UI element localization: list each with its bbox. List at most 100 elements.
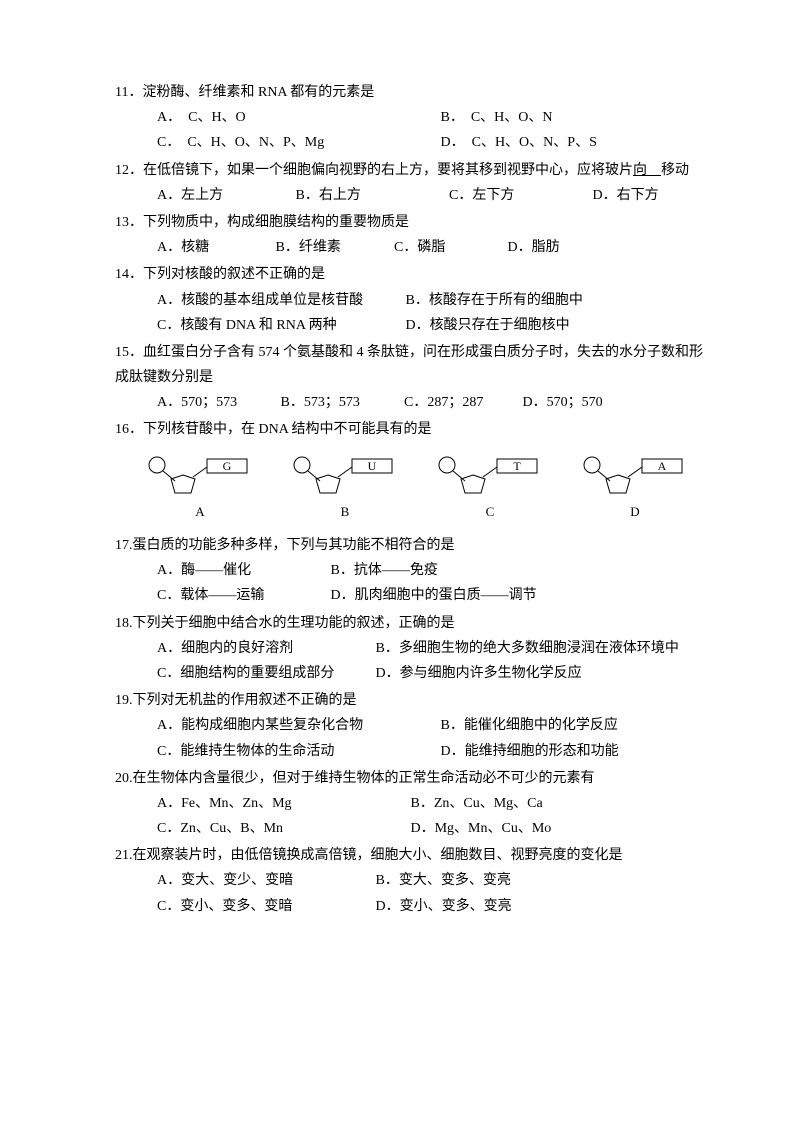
- svg-text:G: G: [223, 459, 232, 473]
- q17-opt-d: D．肌肉细胞中的蛋白质——调节: [331, 583, 537, 608]
- svg-text:A: A: [658, 459, 667, 473]
- nucleotide-diagram-d: A D: [580, 453, 690, 523]
- q21-text: 21.在观察装片时，由低倍镜换成高倍镜，细胞大小、细胞数目、视野亮度的变化是: [115, 843, 710, 868]
- q11-num: 11．: [115, 85, 142, 100]
- q18-text: 18.下列关于细胞中结合水的生理功能的叙述，正确的是: [115, 611, 710, 636]
- q19-opt-c: C．能维持生物体的生命活动: [157, 739, 437, 764]
- q20-options: A．Fe、Mn、Zn、Mg B．Zn、Cu、Mg、Ca: [115, 791, 710, 816]
- q19-text: 19.下列对无机盐的作用叙述不正确的是: [115, 688, 710, 713]
- q11-opt-c: C． C、H、O、N、P、Mg: [157, 135, 324, 150]
- question-15: 15．血红蛋白分子含有 574 个氨基酸和 4 条肽链，问在形成蛋白质分子时，失…: [115, 340, 710, 416]
- q18-options: A．细胞内的良好溶剂 B．多细胞生物的绝大多数细胞浸润在液体环境中: [115, 636, 710, 661]
- q17-opt-c: C．载体——运输: [157, 583, 327, 608]
- question-13: 13．下列物质中，构成细胞膜结构的重要物质是 A．核糖 B．纤维素 C．磷脂 D…: [115, 210, 710, 260]
- q15-opt-d: D．570；570: [523, 390, 603, 415]
- q15-opt-a: A．570；573: [157, 390, 277, 415]
- question-21: 21.在观察装片时，由低倍镜换成高倍镜，细胞大小、细胞数目、视野亮度的变化是 A…: [115, 843, 710, 919]
- q13-opt-d: D．脂肪: [508, 235, 560, 260]
- question-14: 14．下列对核酸的叙述不正确的是 A．核酸的基本组成单位是核苷酸 B．核酸存在于…: [115, 262, 710, 338]
- q17-num: 17.: [115, 538, 133, 553]
- q21-options: A．变大、变少、变暗 B．变大、变多、变亮: [115, 868, 710, 893]
- q12-opt-c: C．左下方: [449, 183, 589, 208]
- question-20: 20.在生物体内含量很少，但对于维持生物体的正常生命活动必不可少的元素有 A．F…: [115, 766, 710, 842]
- question-18: 18.下列关于细胞中结合水的生理功能的叙述，正确的是 A．细胞内的良好溶剂 B．…: [115, 611, 710, 687]
- q12-num: 12．: [115, 163, 143, 178]
- q19-num: 19.: [115, 693, 133, 708]
- q18-opt-d: D．参与细胞内许多生物化学反应: [376, 661, 582, 686]
- diagram-label-c: C: [486, 500, 495, 523]
- q13-text: 13．下列物质中，构成细胞膜结构的重要物质是: [115, 210, 710, 235]
- diagram-label-b: B: [341, 500, 350, 523]
- q13-opt-c: C．磷脂: [394, 235, 504, 260]
- question-16: 16．下列核苷酸中，在 DNA 结构中不可能具有的是 G A: [115, 417, 710, 531]
- q19-opt-d: D．能维持细胞的形态和功能: [441, 739, 619, 764]
- question-12: 12．在低倍镜下，如果一个细胞偏向视野的右上方，要将其移到视野中心，应将玻片向 …: [115, 158, 710, 208]
- q18-opt-a: A．细胞内的良好溶剂: [157, 636, 372, 661]
- q12-blank: 向: [633, 163, 661, 178]
- nucleotide-icon: A: [580, 453, 690, 498]
- q14-options: A．核酸的基本组成单位是核苷酸 B．核酸存在于所有的细胞中: [115, 288, 710, 313]
- q11-opt-d: D． C、H、O、N、P、S: [441, 135, 597, 150]
- question-11: 11．淀粉酶、纤维素和 RNA 都有的元素是 A． C、H、O B． C、H、O…: [115, 80, 710, 156]
- q15-num: 15．: [115, 345, 143, 360]
- nucleotide-diagram-c: T C: [435, 453, 545, 523]
- q13-opt-b: B．纤维素: [276, 235, 391, 260]
- q20-opt-b: B．Zn、Cu、Mg、Ca: [411, 791, 543, 816]
- q16-diagrams: G A U B: [115, 443, 710, 531]
- q20-opt-c: C．Zn、Cu、B、Mn: [157, 816, 407, 841]
- q15-text: 15．血红蛋白分子含有 574 个氨基酸和 4 条肽链，问在形成蛋白质分子时，失…: [115, 340, 710, 390]
- question-19: 19.下列对无机盐的作用叙述不正确的是 A．能构成细胞内某些复杂化合物 B．能催…: [115, 688, 710, 764]
- q17-opt-a: A．酶——催化: [157, 558, 327, 583]
- q20-opt-a: A．Fe、Mn、Zn、Mg: [157, 791, 407, 816]
- q12-text: 12．在低倍镜下，如果一个细胞偏向视野的右上方，要将其移到视野中心，应将玻片向 …: [115, 158, 710, 183]
- q14-opt-c: C．核酸有 DNA 和 RNA 两种: [157, 318, 337, 333]
- q18-opt-b: B．多细胞生物的绝大多数细胞浸润在液体环境中: [376, 636, 679, 661]
- q12-opt-a: A．左上方: [157, 183, 292, 208]
- q20-text: 20.在生物体内含量很少，但对于维持生物体的正常生命活动必不可少的元素有: [115, 766, 710, 791]
- q14-num: 14．: [115, 267, 143, 282]
- nucleotide-diagram-b: U B: [290, 453, 400, 523]
- nucleotide-icon: T: [435, 453, 545, 498]
- diagram-label-a: A: [195, 500, 204, 523]
- q19-opt-b: B．能催化细胞中的化学反应: [441, 713, 618, 738]
- nucleotide-icon: G: [145, 453, 255, 498]
- q16-num: 16．: [115, 422, 143, 437]
- q11-opt-b: B． C、H、O、N: [441, 110, 553, 125]
- q12-options: A．左上方 B．右上方 C．左下方 D．右下方: [115, 183, 710, 208]
- q13-opt-a: A．核糖: [157, 235, 272, 260]
- diagram-label-d: D: [630, 500, 639, 523]
- q21-opt-b: B．变大、变多、变亮: [376, 868, 511, 893]
- q14-text: 14．下列对核酸的叙述不正确的是: [115, 262, 710, 287]
- q16-text: 16．下列核苷酸中，在 DNA 结构中不可能具有的是: [115, 417, 710, 442]
- q11-opt-a: A． C、H、O: [157, 110, 246, 125]
- q14-opt-a: A．核酸的基本组成单位是核苷酸: [157, 293, 363, 308]
- q17-opt-b: B．抗体——免疫: [331, 558, 438, 583]
- nucleotide-icon: U: [290, 453, 400, 498]
- q12-opt-b: B．右上方: [296, 183, 446, 208]
- q17-text: 17.蛋白质的功能多种多样，下列与其功能不相符合的是: [115, 533, 710, 558]
- q17-options: A．酶——催化 B．抗体——免疫: [115, 558, 710, 583]
- q13-options: A．核糖 B．纤维素 C．磷脂 D．脂肪: [115, 235, 710, 260]
- q21-num: 21.: [115, 848, 133, 863]
- q19-opt-a: A．能构成细胞内某些复杂化合物: [157, 713, 437, 738]
- nucleotide-diagram-a: G A: [145, 453, 255, 523]
- q11-options: A． C、H、O B． C、H、O、N: [115, 105, 710, 130]
- q20-opt-d: D．Mg、Mn、Cu、Mo: [411, 816, 552, 841]
- q18-num: 18.: [115, 616, 133, 631]
- q15-opt-c: C．287；287: [404, 390, 519, 415]
- q11-text: 11．淀粉酶、纤维素和 RNA 都有的元素是: [115, 80, 710, 105]
- svg-text:T: T: [513, 459, 521, 473]
- q12-opt-d: D．右下方: [593, 183, 659, 208]
- q13-num: 13．: [115, 215, 143, 230]
- q19-options: A．能构成细胞内某些复杂化合物 B．能催化细胞中的化学反应: [115, 713, 710, 738]
- q15-opt-b: B．573；573: [281, 390, 401, 415]
- q14-opt-b: B．核酸存在于所有的细胞中: [406, 293, 583, 308]
- q21-opt-c: C．变小、变多、变暗: [157, 894, 372, 919]
- question-17: 17.蛋白质的功能多种多样，下列与其功能不相符合的是 A．酶——催化 B．抗体—…: [115, 533, 710, 609]
- q18-opt-c: C．细胞结构的重要组成部分: [157, 661, 372, 686]
- q21-opt-a: A．变大、变少、变暗: [157, 868, 372, 893]
- svg-text:U: U: [368, 459, 377, 473]
- q15-options: A．570；573 B．573；573 C．287；287 D．570；570: [115, 390, 710, 415]
- q14-opt-d: D．核酸只存在于细胞核中: [406, 318, 570, 333]
- q20-num: 20.: [115, 771, 133, 786]
